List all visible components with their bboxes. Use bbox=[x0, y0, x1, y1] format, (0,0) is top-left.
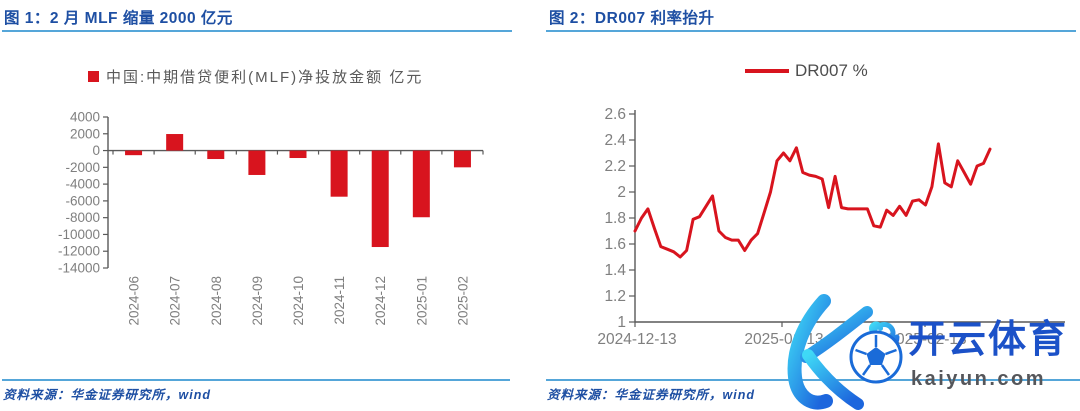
y-tick-label: 2.2 bbox=[604, 158, 626, 175]
y-tick-label: -8000 bbox=[65, 210, 100, 225]
bar-2024-08 bbox=[207, 150, 225, 160]
bar-2024-11 bbox=[330, 150, 348, 197]
x-tick-label: 2024-08 bbox=[209, 276, 224, 326]
y-tick-label: 4000 bbox=[70, 110, 100, 125]
y-tick-label: 2000 bbox=[70, 126, 100, 141]
x-tick-label: 2024-12-13 bbox=[597, 331, 676, 348]
y-tick-label: 1 bbox=[617, 314, 626, 331]
bar-2024-07 bbox=[166, 134, 184, 151]
x-tick-label: 2025-01 bbox=[414, 276, 429, 326]
y-tick-label: 2.6 bbox=[604, 106, 626, 123]
bar-2024-12 bbox=[371, 150, 389, 248]
y-tick-label: 2.4 bbox=[604, 132, 626, 149]
figure-2-legend-label: DR007 % bbox=[795, 61, 868, 80]
y-tick-label: -10000 bbox=[58, 227, 100, 242]
figure-1-title: 图 1：2 月 MLF 缩量 2000 亿元 bbox=[4, 10, 233, 27]
figure-2-panel: 图 2：DR007 利率抬升 DR007 % 1 1.2 1.4 1.6 1.8 2 2.2… bbox=[540, 0, 1080, 411]
x-tick-label: 2025-02-13 bbox=[887, 331, 966, 348]
y-tick-label: -14000 bbox=[58, 261, 100, 276]
y-tick-label: -6000 bbox=[65, 193, 100, 208]
x-tick-label: 2024-06 bbox=[127, 276, 142, 326]
bar-2025-01 bbox=[412, 150, 430, 218]
figure-1-panel: 图 1：2 月 MLF 缩量 2000 亿元 中国:中期借贷便利(MLF)净投放… bbox=[2, 10, 512, 402]
figure-1-legend: 中国:中期借贷便利(MLF)净投放金额 亿元 bbox=[88, 66, 423, 87]
x-tick-label: 2024-11 bbox=[332, 276, 347, 325]
figure-2-title-underline bbox=[546, 30, 1076, 32]
y-tick-label: -12000 bbox=[58, 244, 100, 259]
x-tick-label: 2024-10 bbox=[291, 276, 306, 326]
y-tick-label: -4000 bbox=[65, 177, 100, 192]
y-tick-label: 1.8 bbox=[604, 210, 626, 227]
figure-2-legend: DR007 % bbox=[745, 61, 868, 81]
y-tick-label: -2000 bbox=[65, 160, 100, 175]
y-tick-label: 1.6 bbox=[604, 236, 626, 253]
figure-1-legend-label: 中国:中期借贷便利(MLF)净投放金额 亿元 bbox=[106, 69, 424, 86]
dr007-line-chart: 1 1.2 1.4 1.6 1.8 2 2.2 2.4 2.6 2024-12-13 2025-01… bbox=[597, 106, 1065, 348]
bar-2024-09 bbox=[248, 150, 266, 175]
x-tick-label: 2024-07 bbox=[168, 276, 183, 326]
x-tick-label: 2024-12 bbox=[373, 276, 388, 326]
y-tick-label: 1.4 bbox=[604, 262, 626, 279]
figure-2-source-rule bbox=[546, 379, 1080, 381]
y-tick-label: 1.2 bbox=[604, 288, 626, 305]
bar-2024-10 bbox=[289, 150, 307, 159]
bar-2025-02 bbox=[453, 150, 471, 168]
legend-line-icon bbox=[745, 69, 789, 73]
figure-1-source-rule bbox=[2, 379, 510, 381]
x-tick-label: 2025-02 bbox=[455, 276, 470, 326]
y-tick-label: 2 bbox=[617, 184, 626, 201]
figure-2-source: 资料来源：华金证券研究所，wind bbox=[547, 388, 755, 402]
figure-1-source: 资料来源：华金证券研究所，wind bbox=[3, 388, 211, 402]
figure-1-title-underline bbox=[2, 30, 512, 32]
legend-square-icon bbox=[88, 71, 99, 82]
y-tick-label: 0 bbox=[92, 143, 100, 158]
dr007-line bbox=[633, 142, 992, 259]
bar-2024-06 bbox=[125, 150, 143, 156]
x-tick-label: 2024-09 bbox=[250, 276, 265, 326]
figure-2-title: 图 2：DR007 利率抬升 bbox=[549, 10, 715, 27]
x-tick-label: 2025-01-13 bbox=[744, 331, 823, 348]
